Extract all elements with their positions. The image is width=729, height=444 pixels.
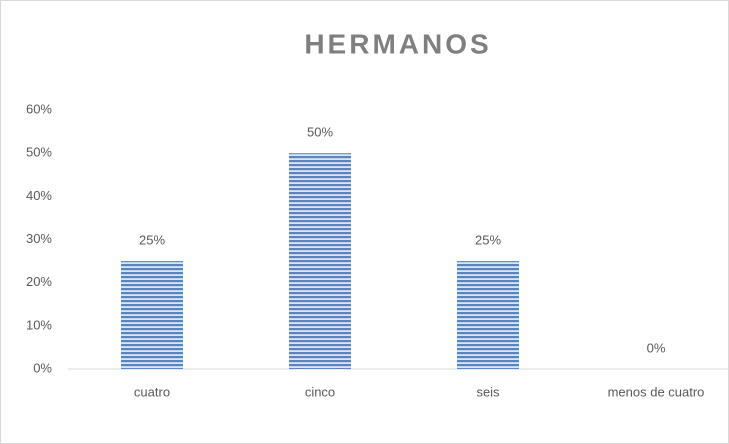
y-tick-label: 0% <box>33 360 52 375</box>
chart-title: HERMANOS <box>304 28 491 59</box>
y-tick-label: 50% <box>26 145 52 160</box>
bar <box>457 261 519 369</box>
y-tick-label: 10% <box>26 317 52 332</box>
x-tick-label: seis <box>476 384 500 399</box>
y-tick-label: 40% <box>26 188 52 203</box>
y-tick-label: 30% <box>26 231 52 246</box>
x-tick-label: cuatro <box>134 384 170 399</box>
x-tick-label: menos de cuatro <box>608 384 705 399</box>
data-label: 0% <box>647 340 666 355</box>
y-tick-label: 60% <box>26 101 52 116</box>
data-label: 25% <box>475 233 501 248</box>
data-label: 25% <box>139 233 165 248</box>
bar <box>121 261 183 369</box>
bar <box>289 153 351 369</box>
data-label: 50% <box>307 125 333 140</box>
x-tick-label: cinco <box>305 384 335 399</box>
y-tick-label: 20% <box>26 274 52 289</box>
